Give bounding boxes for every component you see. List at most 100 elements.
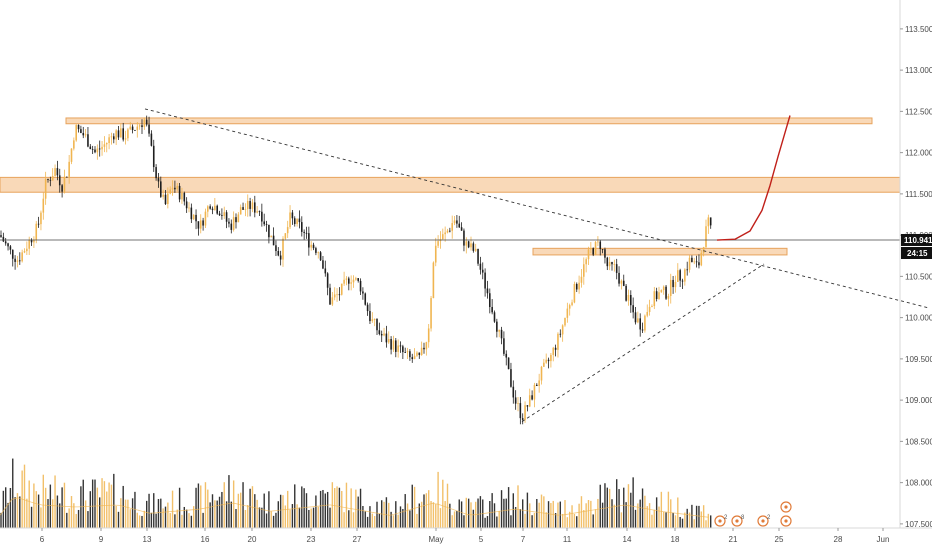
volume-bar <box>667 491 670 528</box>
candle-body <box>9 246 12 250</box>
volume-bar <box>183 506 185 528</box>
candle-body <box>615 264 618 273</box>
candle-body <box>658 292 660 299</box>
event-markers[interactable]: 2 8 2 <box>714 501 792 527</box>
volume-bar <box>453 511 456 528</box>
volume-bar <box>442 479 444 528</box>
candle-body <box>2 236 5 242</box>
volume-bar <box>524 513 526 528</box>
candle-body <box>669 279 672 297</box>
volume-bar <box>493 503 496 528</box>
candle-body <box>481 269 484 273</box>
time-tick-label: 16 <box>201 535 210 544</box>
candle-body <box>425 342 428 350</box>
candle-body <box>496 321 498 332</box>
candle-body <box>686 269 688 271</box>
volume-bar <box>644 495 646 528</box>
volume-bar <box>540 494 543 528</box>
price-axis[interactable]: 113.500113.000112.500112.000111.500111.0… <box>899 0 932 529</box>
candle-body <box>84 134 87 136</box>
time-axis[interactable]: 6 9 13 16 20 23 27 May 5 7 11 14 18 21 25 28 Jun <box>0 527 932 544</box>
candle-body <box>402 346 404 353</box>
candle-body <box>564 317 566 326</box>
volume-bar <box>458 499 460 528</box>
volume-bar <box>371 513 373 528</box>
volume-bar <box>44 487 47 528</box>
volume-bar <box>129 509 131 528</box>
volume-bar <box>599 484 601 528</box>
volume-bar <box>397 514 399 528</box>
candle-body <box>35 223 38 240</box>
candle-body <box>127 129 129 139</box>
volume-bar <box>616 479 618 528</box>
candle-body <box>157 178 160 182</box>
projection-curve <box>716 115 791 241</box>
candle-body <box>7 243 9 247</box>
volume-bar <box>279 494 282 528</box>
volume-bar <box>491 493 493 528</box>
candle-body <box>152 145 155 168</box>
volume-bar <box>343 512 345 528</box>
volume-bar <box>460 501 463 528</box>
resistance-zone <box>65 117 873 125</box>
candle-body <box>608 261 611 267</box>
volume-bar <box>545 512 547 528</box>
candle-body <box>380 333 383 336</box>
volume-bar <box>594 509 597 528</box>
time-tick-label: 20 <box>248 535 257 544</box>
candle-body <box>575 283 578 290</box>
candle-body <box>129 126 132 130</box>
volume-bar <box>423 494 425 528</box>
candle-body <box>249 201 251 209</box>
volume-bar <box>432 502 435 528</box>
volume-bar <box>674 515 677 528</box>
candle-body <box>204 211 207 226</box>
volume-bar <box>634 509 637 528</box>
volume-bar <box>225 501 228 528</box>
countdown-tag-label: 24:15 <box>907 249 928 258</box>
candle-body <box>230 223 233 230</box>
candle-body <box>397 345 399 352</box>
candle-body <box>148 124 150 134</box>
candle-body <box>284 233 287 239</box>
volume-bar <box>296 504 298 528</box>
candle-body <box>691 257 693 262</box>
volume-bar <box>282 495 284 528</box>
volume-bar <box>75 513 77 528</box>
candle-body <box>430 298 432 329</box>
volume-bar <box>289 509 291 528</box>
candle-body <box>289 212 291 228</box>
candle-body <box>301 222 303 232</box>
volume-bar <box>272 515 275 528</box>
volume-bar <box>698 505 700 528</box>
volume-bar <box>710 515 712 528</box>
price-tick-label: 108.000 <box>905 479 932 488</box>
candle-body <box>195 214 197 222</box>
volume-bar <box>134 491 136 528</box>
volume-bar <box>270 511 272 528</box>
volume-bar <box>632 477 634 528</box>
price-tags: 110.941 24:15 <box>901 233 932 259</box>
volume-bar <box>197 483 200 528</box>
candle-body <box>174 187 176 190</box>
volume-bar <box>369 506 371 528</box>
volume-bar <box>533 513 536 528</box>
volume-bar <box>608 488 611 528</box>
volume-bar <box>418 503 420 528</box>
candle-body <box>192 214 195 220</box>
candle-body <box>33 239 35 243</box>
volume-bar <box>136 512 138 528</box>
volume-bar <box>569 511 571 528</box>
volume-bar <box>364 511 366 528</box>
event-count: 8 <box>741 515 745 521</box>
candle-body <box>251 202 254 209</box>
candle-body <box>418 352 421 356</box>
price-tick-label: 110.500 <box>905 272 932 281</box>
volume-bar <box>547 501 550 528</box>
candle-body <box>223 212 226 216</box>
volume-bar <box>127 499 129 528</box>
candle-body <box>340 283 343 295</box>
volume-bar <box>681 518 684 528</box>
candle-body <box>538 380 540 386</box>
